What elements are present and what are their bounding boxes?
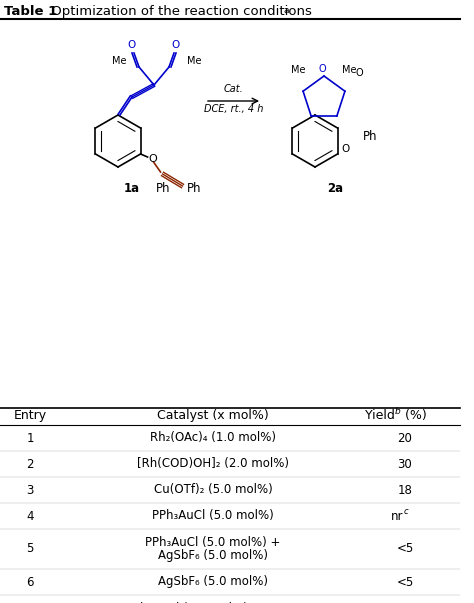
Text: Me: Me <box>342 65 356 75</box>
Text: Ph: Ph <box>363 130 377 142</box>
Text: O: O <box>341 144 350 154</box>
Text: O: O <box>318 64 326 74</box>
Text: DCE, rt., 4 h: DCE, rt., 4 h <box>204 104 263 114</box>
Text: 1: 1 <box>26 432 34 444</box>
Text: Ph: Ph <box>186 182 201 195</box>
Text: b: b <box>395 407 401 416</box>
Text: Yield: Yield <box>365 409 399 422</box>
Text: 6: 6 <box>26 575 34 589</box>
Text: Me: Me <box>292 65 306 75</box>
Text: c: c <box>404 507 409 516</box>
Text: O: O <box>128 40 136 50</box>
Text: PPh₃AuCl (5.0 mol%) + AgBF₄: PPh₃AuCl (5.0 mol%) + AgBF₄ <box>126 602 300 603</box>
Text: 30: 30 <box>398 458 412 470</box>
Text: [Rh(COD)OH]₂ (2.0 mol%): [Rh(COD)OH]₂ (2.0 mol%) <box>137 458 289 470</box>
Text: Cu(OTf)₂ (5.0 mol%): Cu(OTf)₂ (5.0 mol%) <box>154 484 273 496</box>
Text: 18: 18 <box>398 484 412 496</box>
Text: 20: 20 <box>398 432 412 444</box>
Text: <5: <5 <box>396 543 414 555</box>
Text: Cat.: Cat. <box>224 84 243 94</box>
Text: Catalyst (x mol%): Catalyst (x mol%) <box>157 409 269 422</box>
Text: Me: Me <box>112 56 127 66</box>
Text: 5: 5 <box>27 543 34 555</box>
Text: <5: <5 <box>396 575 414 589</box>
Text: nr: nr <box>391 510 403 523</box>
Text: O: O <box>148 154 157 164</box>
Text: Me: Me <box>187 56 201 66</box>
Text: a: a <box>284 6 290 15</box>
Text: 4: 4 <box>26 510 34 523</box>
Text: Rh₂(OAc)₄ (1.0 mol%): Rh₂(OAc)₄ (1.0 mol%) <box>150 432 276 444</box>
Text: O: O <box>172 40 180 50</box>
Text: Table 1: Table 1 <box>4 5 57 18</box>
Text: AgSbF₆ (5.0 mol%): AgSbF₆ (5.0 mol%) <box>158 575 268 589</box>
Text: PPh₃AuCl (5.0 mol%) +: PPh₃AuCl (5.0 mol%) + <box>146 536 281 549</box>
Text: Ph: Ph <box>156 182 170 195</box>
Text: 2a: 2a <box>327 182 343 195</box>
Text: 3: 3 <box>27 484 34 496</box>
Text: 2: 2 <box>26 458 34 470</box>
Text: (%): (%) <box>401 409 427 422</box>
Text: PPh₃AuCl (5.0 mol%): PPh₃AuCl (5.0 mol%) <box>152 510 274 523</box>
Text: AgSbF₆ (5.0 mol%): AgSbF₆ (5.0 mol%) <box>158 549 268 562</box>
Text: 1a: 1a <box>124 182 140 195</box>
Text: O: O <box>356 68 364 78</box>
Text: Entry: Entry <box>13 409 46 422</box>
Text: Optimization of the reaction conditions: Optimization of the reaction conditions <box>47 5 312 18</box>
